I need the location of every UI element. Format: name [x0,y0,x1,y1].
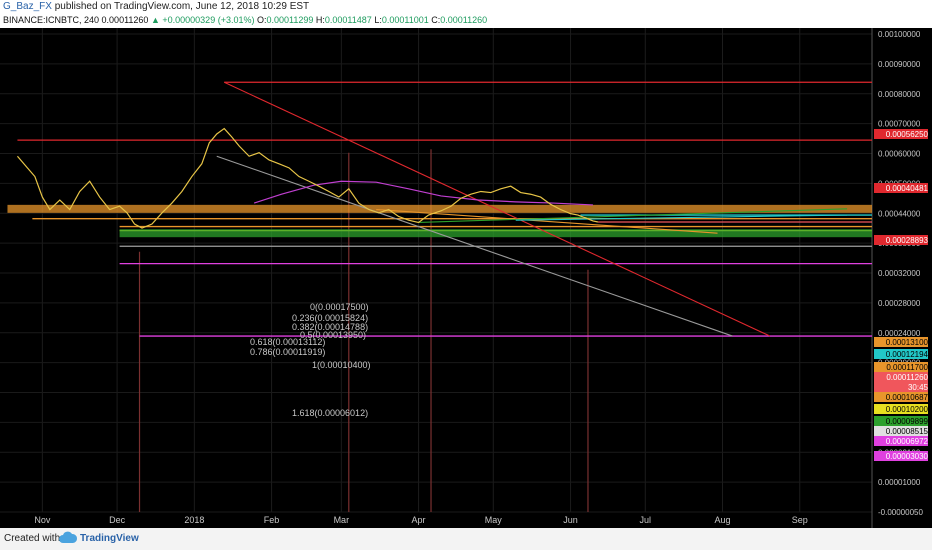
price-badge [874,183,928,193]
last-price: 0.00011260 [101,15,149,25]
x-tick-label: Dec [109,515,126,525]
chart-background [0,28,932,528]
footer: Created with TradingView [0,528,932,550]
price-badge [874,392,928,402]
x-tick-label: Sep [792,515,808,525]
x-tick-label: Jul [640,515,652,525]
fib-level-label: 0(0.00017500) [310,302,369,312]
symbol-label: BINANCE:ICNBTC, 240 [3,15,100,25]
price-badge-label: 0.00006972 [886,437,929,446]
price-badge [874,129,928,139]
x-tick-label: 2018 [184,515,204,525]
price-chart[interactable]: 0.00100000 0.00090000 0.00080000 0.00070000… [0,28,932,528]
price-badge [874,426,928,436]
moving-average-line [253,180,593,206]
price-badge [874,372,928,382]
low-value: 0.00011001 [381,15,429,25]
y-tick-label: 0.00100000 [878,30,921,39]
high-value: 0.00011487 [324,15,372,25]
y-tick-label: 0.00024000 [878,329,921,338]
price-badge-label: 0.00010200 [886,405,929,414]
tradingview-cloud-icon [58,531,78,548]
y-tick-label: 0.00080000 [878,90,921,99]
price-badge [874,337,928,347]
price-badge-label: 30:45 [908,383,929,392]
price-badge-label: 0.00040481 [886,184,929,193]
y-tick-label: 0.00090000 [878,60,921,69]
price-badge [874,382,928,392]
created-with-text: Created with [4,533,61,544]
price-badge-label: 0.00008515 [886,427,929,436]
x-tick-label: Aug [715,515,731,525]
fib-level-label: 0.618(0.00013112) [250,337,325,347]
trendline [515,214,848,221]
price-badge [874,235,928,245]
price-badge [874,451,928,461]
change-arrow-icon: ▲ [150,15,160,25]
y-tick-label: 0.00060000 [878,150,921,159]
x-tick-label: Apr [412,515,426,525]
fib-level-label: 0.236(0.00015824) [292,313,368,323]
y-tick-label: 0.00028000 [878,299,921,308]
y-tick-label: 0.00070000 [878,120,921,129]
price-badge [874,416,928,426]
high-label: H: [315,15,325,25]
price-badge-label: 0.00012194 [886,350,929,359]
trendline [216,155,733,337]
published-text: published on TradingView.com, June 12, 2… [54,1,310,12]
level-band [7,204,872,213]
close-label: C: [431,15,441,25]
fib-level-label: 1.618(0.00006012) [292,408,368,418]
fib-level-label: 0.5(0.00013950) [300,330,366,340]
y-tick-label: -0.00000050 [878,508,923,517]
price-badge-label: 0.00009899 [886,417,929,426]
publish-header: G_Baz_FX published on TradingView.com, J… [0,0,932,13]
x-tick-label: Feb [264,515,280,525]
author-link[interactable]: G_Baz_FX [3,1,52,12]
change-value: +0.00000329 (+3.01%) [162,15,255,25]
price-badge-label: 0.00013100 [886,338,929,347]
close-value: 0.00011260 [440,15,488,25]
price-badge-label: 0.00011260 [886,373,928,382]
tradingview-brand-link[interactable]: TradingView [80,533,139,544]
price-badge [874,349,928,359]
x-tick-label: May [485,515,503,525]
y-tick-label: 0.00001000 [878,478,921,487]
x-tick-label: Jun [563,515,578,525]
price-badge [874,436,928,446]
price-badge-label: 0.00011700 [886,363,928,372]
price-badge-label: 0.00028893 [886,236,929,245]
low-label: L: [374,15,382,25]
level-band [119,229,873,238]
y-tick-label: 0.00044000 [878,209,921,218]
trendline [223,81,771,337]
fib-level-label: 1(0.00010400) [312,360,371,370]
price-badge [874,404,928,414]
price-line [16,127,599,229]
symbol-header: BINANCE:ICNBTC, 240 0.00011260 ▲ +0.0000… [0,14,932,27]
x-tick-label: Mar [334,515,350,525]
y-tick-label: 0.00032000 [878,269,921,278]
price-badge-label: 0.00003030 [886,452,929,461]
open-value: 0.00011299 [266,15,314,25]
open-label: O: [256,15,267,25]
fib-level-label: 0.786(0.00011919) [250,347,325,357]
price-badge [874,362,928,372]
price-badge-label: 0.00010687 [886,393,929,402]
fib-level-label: 0.382(0.00014788) [292,322,368,332]
trendline [418,208,848,224]
price-badge-label: 0.00056250 [886,130,929,139]
x-tick-label: Nov [34,515,51,525]
